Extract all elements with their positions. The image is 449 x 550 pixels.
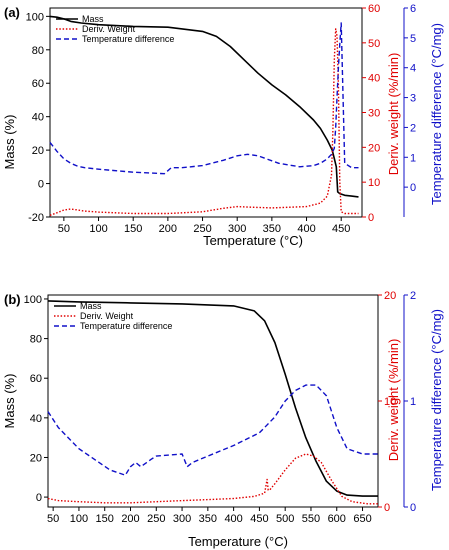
panel-a-right2-tick-label: 1 bbox=[410, 152, 416, 164]
panel-a-x-tick-label: 350 bbox=[263, 223, 281, 235]
panel-a-x-tick-label: 300 bbox=[228, 223, 246, 235]
panel-a-x-tick-label: 100 bbox=[89, 223, 107, 235]
panel-a-series-mass bbox=[49, 15, 359, 198]
panel-a-left-tick-label: 20 bbox=[32, 145, 44, 157]
panel-b-series-mass bbox=[47, 300, 378, 497]
panel-a: (a) Mass (%) Temperature (°C) Deriv. wei… bbox=[2, 3, 444, 248]
panel-b-left-tick-label: 80 bbox=[30, 334, 42, 346]
panel-b-left-tick-label: 0 bbox=[36, 492, 42, 504]
panel-a-right1-tick-label: 50 bbox=[368, 38, 380, 50]
panel-a-right1-axis-label: Deriv. weight (%/min) bbox=[386, 53, 401, 176]
panel-a-right1-tick-label: 10 bbox=[368, 177, 380, 189]
panel-b-left-tick-label: 60 bbox=[30, 373, 42, 385]
panel-b-right2-tick-label: 1 bbox=[410, 396, 416, 408]
panel-b-x-tick-label: 100 bbox=[70, 513, 88, 525]
panel-a-right1-tick-label: 0 bbox=[368, 212, 374, 224]
panel-b-x-tick-label: 200 bbox=[121, 513, 139, 525]
panel-b-x-tick-label: 450 bbox=[250, 513, 268, 525]
panel-b-legend-entry: Temperature difference bbox=[80, 321, 172, 331]
panel-b-right1-tick-label: 10 bbox=[384, 396, 396, 408]
panel-b: (b) Mass (%) Temperature (°C) Deriv. wei… bbox=[2, 290, 444, 549]
panel-a-left-tick-label: 40 bbox=[32, 112, 44, 124]
panel-a-left-axis-label: Mass (%) bbox=[2, 115, 17, 170]
panel-b-legend-entry: Deriv. Weight bbox=[80, 311, 134, 321]
panel-a-x-tick-label: 250 bbox=[193, 223, 211, 235]
panel-b-x-tick-label: 650 bbox=[353, 513, 371, 525]
panel-a-right1-tick-label: 60 bbox=[368, 3, 380, 15]
panel-b-right2-tick-label: 0 bbox=[410, 502, 416, 514]
panel-b-series-deriv-weight bbox=[47, 453, 378, 505]
panel-a-legend-entry: Deriv. Weight bbox=[82, 24, 136, 34]
panel-b-right1-tick-label: 0 bbox=[384, 502, 390, 514]
panel-a-x-axis-label: Temperature (°C) bbox=[203, 233, 303, 248]
panel-a-right2-tick-label: 6 bbox=[410, 3, 416, 15]
panel-a-left-tick-label: 60 bbox=[32, 78, 44, 90]
panel-b-x-tick-label: 250 bbox=[147, 513, 165, 525]
panel-b-left-tick-label: 40 bbox=[30, 413, 42, 425]
panel-a-right2-tick-label: 2 bbox=[410, 122, 416, 134]
panel-a-right1-tick-label: 40 bbox=[368, 73, 380, 85]
panel-a-right2-tick-label: 4 bbox=[410, 63, 416, 75]
panel-b-left-axis-label: Mass (%) bbox=[2, 374, 17, 429]
panel-b-right2-tick-label: 2 bbox=[410, 290, 416, 302]
panel-a-right2-tick-label: 3 bbox=[410, 93, 416, 105]
panel-b-series-temperature-difference bbox=[47, 384, 378, 476]
panel-a-left-tick-label: 100 bbox=[26, 11, 44, 23]
panel-b-right2-axis-label: Temperature difference (°C/mg) bbox=[429, 309, 444, 491]
panel-a-x-tick-label: 400 bbox=[297, 223, 315, 235]
panel-b-x-tick-label: 50 bbox=[47, 513, 59, 525]
panel-b-right1-axis-label: Deriv. weight (%/min) bbox=[386, 339, 401, 462]
panel-b-label: (b) bbox=[4, 292, 21, 307]
panel-a-label: (a) bbox=[4, 5, 20, 20]
panel-a-left-tick-label: 0 bbox=[38, 179, 44, 191]
panel-a-right2-tick-label: 5 bbox=[410, 33, 416, 45]
panel-a-right2-axis-label: Temperature difference (°C/mg) bbox=[429, 23, 444, 205]
panel-a-right1-tick-label: 20 bbox=[368, 142, 380, 154]
panel-b-x-tick-label: 150 bbox=[96, 513, 114, 525]
panel-a-x-tick-label: 450 bbox=[332, 223, 350, 235]
panel-a-x-tick-label: 50 bbox=[58, 223, 70, 235]
panel-b-x-tick-label: 550 bbox=[302, 513, 320, 525]
panel-a-legend-entry: Mass bbox=[82, 14, 104, 24]
panel-a-x-tick-label: 200 bbox=[159, 223, 177, 235]
panel-a-series-deriv-weight bbox=[49, 28, 359, 216]
panel-b-x-tick-label: 400 bbox=[224, 513, 242, 525]
panel-a-left-tick-label: -20 bbox=[28, 212, 44, 224]
panel-a-legend-entry: Temperature difference bbox=[82, 34, 174, 44]
panel-b-x-tick-label: 600 bbox=[328, 513, 346, 525]
panel-b-left-tick-label: 20 bbox=[30, 452, 42, 464]
panel-a-right2-tick-label: 0 bbox=[410, 182, 416, 194]
panel-b-right1-tick-label: 20 bbox=[384, 290, 396, 302]
panel-b-x-axis-label: Temperature (°C) bbox=[188, 534, 288, 549]
panel-b-x-tick-label: 350 bbox=[199, 513, 217, 525]
panel-b-legend-entry: Mass bbox=[80, 301, 102, 311]
panel-a-left-tick-label: 80 bbox=[32, 45, 44, 57]
panel-b-x-tick-label: 300 bbox=[173, 513, 191, 525]
panel-b-x-tick-label: 500 bbox=[276, 513, 294, 525]
panel-a-series-temperature-difference bbox=[49, 22, 359, 175]
panel-b-left-tick-label: 100 bbox=[24, 294, 42, 306]
panel-a-x-tick-label: 150 bbox=[124, 223, 142, 235]
panel-a-right1-tick-label: 30 bbox=[368, 108, 380, 120]
